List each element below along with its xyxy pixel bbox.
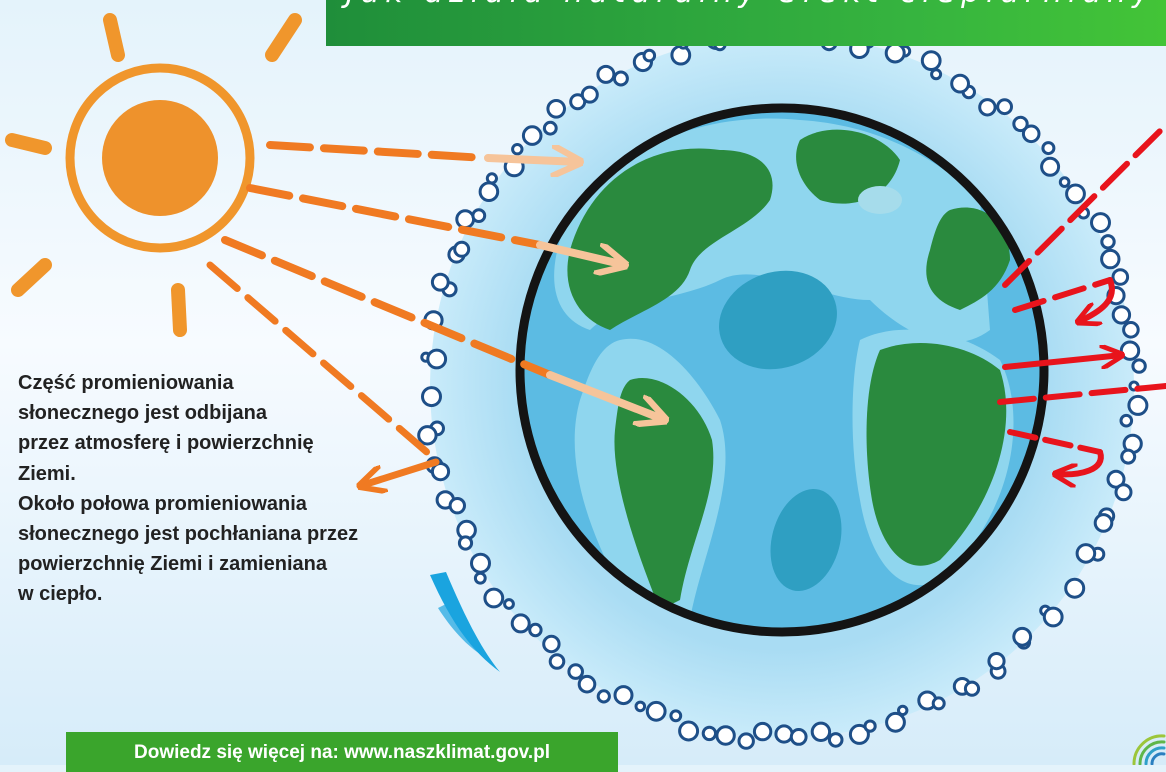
atmosphere-bubble: [669, 709, 683, 723]
atmosphere-bubble: [1131, 358, 1147, 374]
atmosphere-bubble: [1111, 268, 1130, 286]
atmosphere-bubble: [848, 723, 870, 745]
atmosphere-bubble: [1012, 115, 1029, 133]
atmosphere-bubble: [470, 552, 491, 574]
atmosphere-bubble: [737, 732, 755, 750]
atmosphere-bubble: [577, 674, 597, 694]
atmosphere-bubble: [978, 98, 997, 117]
atmosphere-bubble: [1127, 394, 1149, 416]
atmosphere-bubble: [511, 143, 524, 156]
paragraph-2-line: powierzchnię Ziemi i zamieniana: [18, 553, 327, 576]
atmosphere-bubble: [473, 571, 487, 585]
atmosphere-bubble: [483, 587, 505, 609]
atmosphere-bubble: [1111, 305, 1132, 325]
atmosphere-bubble: [510, 613, 531, 634]
atmosphere-bubble: [774, 724, 794, 744]
atmosphere-bubble: [1064, 577, 1086, 599]
atmosphere-bubble: [1042, 606, 1064, 628]
atmosphere-bubble: [542, 634, 561, 654]
atmosphere-bubble: [950, 73, 970, 94]
atmosphere-bubble: [580, 85, 599, 104]
paragraph-1-line: słonecznego jest odbijana: [18, 402, 267, 425]
atmosphere-bubble: [471, 208, 487, 224]
atmosphere-bubble: [546, 99, 567, 119]
atmosphere-bubble: [963, 680, 981, 697]
atmosphere-bubble: [1093, 513, 1114, 533]
atmosphere-bubble: [1100, 248, 1121, 270]
atmosphere-bubble: [863, 719, 877, 733]
wind-swoosh: [430, 572, 500, 672]
atmosphere-bubble: [1090, 212, 1111, 234]
atmosphere-bubble: [884, 42, 906, 64]
atmosphere-bubble: [430, 272, 450, 292]
atmosphere-bubble: [1120, 448, 1137, 465]
atmosphere-bubble: [478, 181, 500, 202]
atmosphere-bubble: [930, 68, 943, 81]
atmosphere-bubble: [1058, 176, 1071, 188]
atmosphere-bubble: [827, 732, 844, 748]
logo-icon: [1132, 734, 1166, 765]
paragraph-2-line: w ciepło.: [18, 583, 103, 606]
atmosphere-bubble: [987, 652, 1006, 671]
paragraph-1-line: Ziemi.: [18, 462, 76, 485]
atmosphere-bubble: [430, 462, 451, 482]
atmosphere-bubble: [642, 48, 657, 63]
explanation-text: Część promieniowania słonecznego jest od…: [18, 368, 398, 610]
atmosphere-bubble: [528, 622, 543, 638]
atmosphere-bubble: [1065, 183, 1086, 205]
atmosphere-bubble: [996, 98, 1013, 116]
paragraph-2-line: słonecznego jest pochłaniana przez: [18, 523, 359, 546]
atmosphere-bubble: [1106, 469, 1126, 489]
atmosphere-bubble: [455, 209, 476, 230]
atmosphere-bubble: [1119, 413, 1134, 428]
atmosphere-bubble: [645, 700, 667, 722]
atmosphere-bubble: [931, 696, 946, 711]
atmosphere-bubble: [426, 348, 448, 370]
atmosphere-bubble: [885, 711, 906, 733]
atmosphere-bubble: [1040, 156, 1061, 177]
atmosphere-bubble: [485, 172, 498, 185]
atmosphere-bubble: [613, 685, 634, 706]
paragraph-1-line: Część promieniowania: [18, 372, 234, 394]
earth-illustration: [515, 103, 1049, 637]
atmosphere-bubble: [1075, 543, 1097, 564]
atmosphere-bubble: [612, 70, 629, 87]
atmosphere-bubble: [1114, 483, 1133, 502]
page-title: Jak działa naturalny efekt cieplarniany: [346, 0, 1156, 16]
atmosphere-bubble: [421, 386, 442, 408]
atmosphere-bubble: [448, 497, 466, 515]
atmosphere-bubble: [567, 663, 585, 680]
atmosphere-bubble: [596, 689, 611, 704]
outgoing-radiation: [997, 122, 1166, 474]
atmosphere-bubble: [596, 64, 616, 84]
atmosphere-bubble: [920, 50, 942, 71]
atmosphere-bubble: [897, 704, 909, 717]
atmosphere-bubble: [542, 120, 558, 136]
atmosphere-bubble: [1021, 124, 1041, 144]
incoming-radiation: [206, 141, 665, 486]
atmosphere-bubble: [789, 728, 808, 746]
footer-link[interactable]: Dowiedz się więcej na: www.naszklimat.go…: [66, 732, 618, 772]
atmosphere-bubble: [1100, 234, 1116, 250]
atmosphere-bubble: [1012, 626, 1033, 647]
atmosphere-bubble: [503, 598, 515, 610]
footer-label: Dowiedz się więcej na: www.naszklimat.go…: [134, 742, 550, 763]
atmosphere-bubble: [453, 240, 471, 258]
atmosphere-bubble: [548, 653, 566, 670]
paragraph-1-line: przez atmosferę i powierzchnię: [18, 432, 314, 455]
atmosphere-bubble: [457, 535, 474, 551]
paragraph-2-line: Około połowa promieniowania: [18, 492, 307, 515]
atmosphere-bubble: [417, 425, 438, 446]
title-banner: Jak działa naturalny efekt cieplarniany: [326, 0, 1166, 46]
atmosphere-bubble: [810, 721, 832, 742]
atmosphere-bubble: [715, 725, 736, 746]
atmosphere-bubble: [752, 721, 773, 742]
atmosphere-bubble: [1122, 321, 1140, 339]
atmosphere-bubble: [701, 725, 718, 742]
atmosphere-bubble: [521, 125, 543, 146]
atmosphere-bubble: [634, 700, 647, 713]
atmosphere-bubble: [678, 720, 700, 742]
sun-icon: [5, 13, 302, 337]
atmosphere-bubble: [1041, 141, 1056, 156]
